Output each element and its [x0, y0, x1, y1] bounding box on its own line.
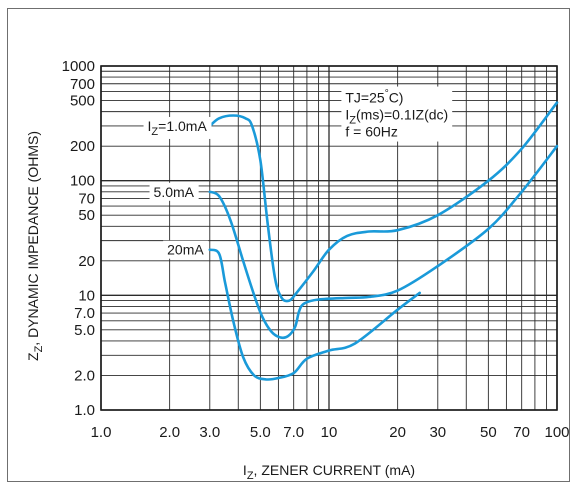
annotation-line: TJ=25°C) — [345, 89, 403, 106]
x-tick-label: 70 — [513, 424, 530, 441]
x-tick-label: 5.0 — [250, 424, 271, 441]
y-tick-label: 200 — [70, 138, 95, 155]
y-tick-label: 20 — [78, 253, 95, 270]
x-tick-label: 30 — [429, 424, 446, 441]
x-tick-label: 7.0 — [283, 424, 304, 441]
plot-border — [100, 65, 558, 411]
x-tick-label: 100 — [544, 424, 569, 441]
x-tick-label: 3.0 — [199, 424, 220, 441]
series-label-2: 5.0mA — [154, 184, 195, 200]
series-label-1: IZ=1.0mA — [148, 118, 208, 138]
x-tick-label: 50 — [480, 424, 497, 441]
series-layer — [208, 101, 559, 381]
x-tick-label: 2.0 — [159, 424, 180, 441]
series-line-2 — [208, 144, 559, 340]
y-tick-label: 100 — [70, 173, 95, 190]
x-tick-labels: 1.0 2.0 3.0 5.0 7.0 10 20 30 50 70 100 — [91, 424, 570, 441]
x-tick-label: 10 — [321, 424, 338, 441]
y-tick-label: 1.0 — [74, 402, 95, 419]
x-tick-label: 20 — [389, 424, 406, 441]
y-tick-label: 70 — [78, 190, 95, 207]
series-label-bg — [163, 240, 209, 259]
labels-layer: IZ=1.0mA 5.0mA 20mA — [143, 116, 212, 259]
x-tick-label: 1.0 — [91, 424, 112, 441]
annotation-line: IZ(ms)=0.1IZ(dc) — [345, 107, 448, 127]
annotation-line: f = 60Hz — [345, 124, 398, 140]
series-line-3 — [208, 248, 421, 381]
x-axis-title: IZ, ZENER CURRENT (mA) — [243, 462, 415, 482]
series-line-1 — [208, 101, 559, 303]
annotation-bg — [341, 86, 453, 142]
series-label-bg — [143, 116, 212, 139]
y-tick-label: 1000 — [62, 58, 95, 75]
y-tick-label: 500 — [70, 93, 95, 110]
conditions-annotation: TJ=25°C)IZ(ms)=0.1IZ(dc)f = 60Hz — [341, 86, 453, 142]
y-tick-label: 700 — [70, 76, 95, 93]
y-tick-label: 50 — [78, 207, 95, 224]
y-tick-label: 5.0 — [74, 322, 95, 339]
y-axis-title: ZZ, DYNAMIC IMPEDANCE (OHMS) — [25, 131, 45, 361]
series-label-3: 20mA — [167, 242, 204, 258]
y-tick-label: 7.0 — [74, 305, 95, 322]
major-grid — [100, 65, 558, 411]
y-tick-label: 2.0 — [74, 367, 95, 384]
series-label-bg — [149, 182, 199, 201]
y-tick-label: 10 — [78, 287, 95, 304]
